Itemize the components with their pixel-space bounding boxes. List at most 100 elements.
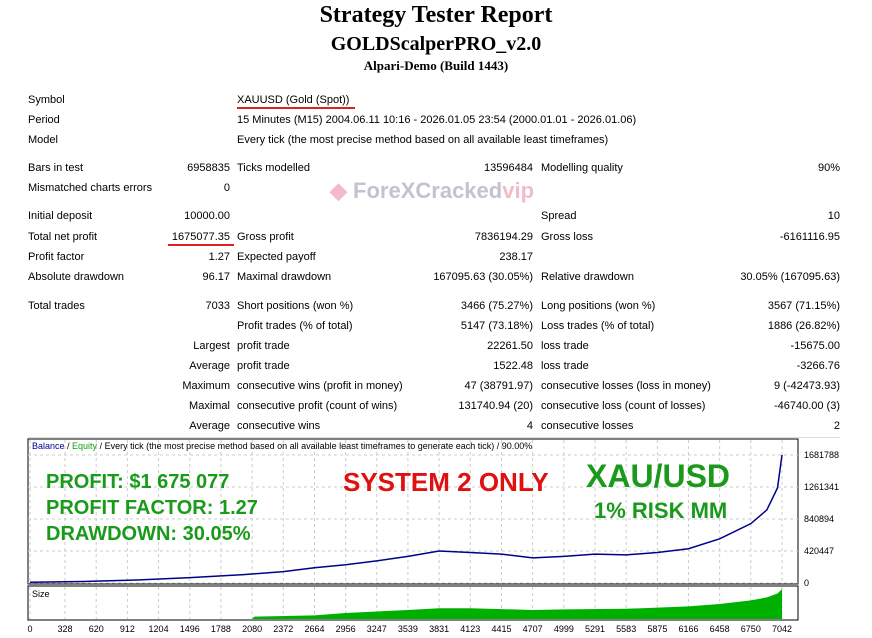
- row-label-1: Profit trades (% of total): [237, 320, 353, 332]
- bars-value: 6958835: [187, 162, 230, 174]
- chart-legend: Balance / Equity / Every tick (the most …: [32, 441, 532, 452]
- row-label-2: consecutive losses: [541, 420, 634, 432]
- gross-loss-value: -6161116.95: [779, 231, 840, 243]
- expected-payoff-value: 238.17: [499, 251, 533, 263]
- spread-label: Spread: [541, 210, 577, 222]
- row-prefix: Maximum: [182, 380, 230, 392]
- row-value-2: -3266.76: [796, 360, 840, 372]
- row-label-2: consecutive loss (count of losses): [541, 400, 706, 412]
- row-value-2: 1886 (26.82%): [767, 320, 840, 332]
- net-profit-label: Total net profit: [28, 231, 98, 243]
- x-tick-label: 6458: [710, 624, 730, 634]
- quality-label: Modelling quality: [541, 162, 623, 174]
- size-label: Size: [32, 589, 50, 599]
- abs-drawdown-label: Absolute drawdown: [28, 271, 125, 283]
- overlay-system: SYSTEM 2 ONLY: [343, 467, 549, 497]
- overlay-profit: PROFIT: $1 675 077: [46, 471, 230, 493]
- row-value-1: 131740.94 (20): [458, 400, 533, 412]
- x-tick-label: 5583: [616, 624, 636, 634]
- size-area: [30, 589, 782, 619]
- x-tick-label: 912: [120, 624, 135, 634]
- legend-balance: Balance: [32, 441, 65, 451]
- row-label-1: profit trade: [237, 340, 290, 352]
- row-value-1: 1522.48: [493, 360, 533, 372]
- info-label: Period: [28, 114, 60, 126]
- row-label-1: consecutive wins (profit in money): [237, 380, 403, 392]
- x-tick-label: 6750: [741, 624, 761, 634]
- mismatch-value: 0: [223, 182, 230, 194]
- row-value-1: 4: [526, 420, 533, 432]
- abs-drawdown-value: 96.17: [202, 271, 230, 283]
- x-tick-label: 4123: [460, 624, 480, 634]
- y-tick-label: 420447: [804, 546, 834, 556]
- ea-name: GOLDScalperPRO_v2.0: [330, 33, 542, 55]
- ticks-label: Ticks modelled: [237, 162, 310, 174]
- row-value-1: 5147 (73.18%): [460, 320, 533, 332]
- x-tick-label: 3539: [398, 624, 418, 634]
- y-tick-label: 1681788: [804, 450, 839, 460]
- divider: [28, 437, 840, 438]
- x-tick-label: 0: [27, 624, 32, 634]
- deposit-value: 10000.00: [184, 210, 230, 222]
- net-profit-value: 1675077.35: [167, 230, 234, 246]
- x-tick-label: 1204: [149, 624, 169, 634]
- row-prefix: Maximal: [189, 400, 230, 412]
- x-tick-label: 3831: [429, 624, 449, 634]
- overlay-profit-factor: PROFIT FACTOR: 1.27: [46, 497, 258, 519]
- row-label-1: consecutive wins: [237, 420, 321, 432]
- main-panel: [27, 438, 799, 585]
- row-prefix: Average: [189, 420, 230, 432]
- x-tick-label: 1788: [211, 624, 231, 634]
- info-value: Every tick (the most precise method base…: [237, 134, 609, 146]
- total-trades-value: 7033: [205, 300, 230, 312]
- bars-label: Bars in test: [28, 162, 84, 174]
- gross-profit-value: 7836194.29: [474, 231, 533, 243]
- legend-equity: Equity: [72, 441, 98, 451]
- row-label-2: loss trade: [541, 360, 589, 372]
- row-prefix: Largest: [193, 340, 230, 352]
- rel-drawdown-label: Relative drawdown: [541, 271, 634, 283]
- legend-sep: /: [64, 441, 73, 451]
- x-tick-label: 2956: [336, 624, 356, 634]
- x-tick-label: 5291: [585, 624, 605, 634]
- quality-value: 90%: [817, 162, 840, 174]
- row-label-2: Loss trades (% of total): [541, 320, 655, 332]
- info-label: Model: [28, 134, 58, 146]
- x-tick-label: 2664: [304, 624, 324, 634]
- row-value-2: -15675.00: [790, 340, 840, 352]
- row-label-1: profit trade: [237, 360, 290, 372]
- x-tick-label: 7042: [772, 624, 792, 634]
- row-label-2: consecutive losses (loss in money): [541, 380, 711, 392]
- long-positions-label: Long positions (won %): [541, 300, 656, 312]
- row-value-2: 9 (-42473.93): [773, 380, 840, 392]
- row-value-2: -46740.00 (3): [773, 400, 840, 412]
- short-positions-value: 3466 (75.27%): [460, 300, 533, 312]
- x-tick-label: 3247: [367, 624, 387, 634]
- max-drawdown-label: Maximal drawdown: [237, 271, 332, 283]
- y-tick-label: 1261341: [804, 482, 839, 492]
- x-tick-label: 1496: [180, 624, 200, 634]
- profit-factor-value: 1.27: [208, 251, 230, 263]
- x-tick-label: 2080: [242, 624, 262, 634]
- x-tick-label: 5875: [647, 624, 667, 634]
- row-prefix: Average: [189, 360, 230, 372]
- x-tick-label: 328: [58, 624, 73, 634]
- x-tick-label: 6166: [678, 624, 698, 634]
- mismatch-label: Mismatched charts errors: [28, 182, 153, 194]
- server-build: Alpari-Demo (Build 1443): [363, 58, 509, 73]
- total-trades-label: Total trades: [28, 300, 85, 312]
- x-tick-label: 4707: [523, 624, 543, 634]
- row-value-1: 47 (38791.97): [464, 380, 534, 392]
- y-tick-label: 0: [804, 578, 809, 588]
- x-tick-label: 2372: [273, 624, 293, 634]
- x-tick-label: 620: [89, 624, 104, 634]
- overlay-risk: 1% RISK MM: [594, 498, 728, 523]
- x-tick-label: 4999: [554, 624, 574, 634]
- profit-factor-label: Profit factor: [28, 251, 85, 263]
- deposit-label: Initial deposit: [28, 210, 93, 222]
- row-value-2: 2: [833, 420, 840, 432]
- gross-loss-label: Gross loss: [541, 231, 593, 243]
- expected-payoff-label: Expected payoff: [237, 251, 316, 263]
- legend-desc: / Every tick (the most precise method ba…: [97, 441, 533, 451]
